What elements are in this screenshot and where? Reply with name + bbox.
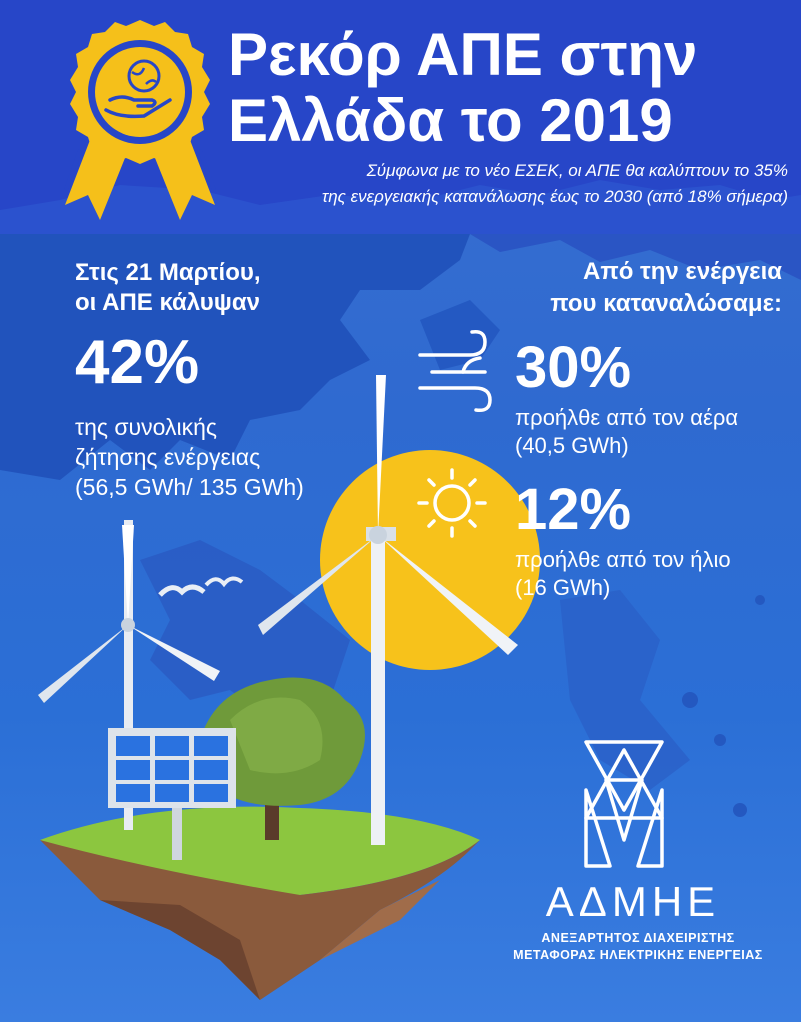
logo-desc-line-1: ΑΝΕΞΑΡΤΗΤΟΣ ΔΙΑΧΕΙΡΙΣΤΗΣ: [541, 931, 735, 945]
consumption-intro: Από την ενέργεια που καταναλώσαμε:: [512, 256, 782, 320]
march-percent: 42%: [75, 328, 200, 397]
logo-name: ΑΔΜΗΕ: [545, 878, 721, 925]
march-intro-line-1: Στις 21 Μαρτίου,: [75, 259, 261, 286]
wind-source: προήλθε από τον αέρα: [515, 405, 739, 430]
consumption-intro-line-1: Από την ενέργεια: [583, 258, 782, 285]
badge-icon: [64, 20, 216, 220]
wind-icon: [418, 329, 492, 413]
wind-stat: 30% προήλθε από τον αέρα (40,5 GWh): [515, 338, 795, 460]
march-intro-line-2: οι ΑΠΕ κάλυψαν: [75, 289, 260, 316]
logo-description: ΑΝΕΞΑΡΤΗΤΟΣ ΔΙΑΧΕΙΡΙΣΤΗΣ ΜΕΤΑΦΟΡΑΣ ΗΛΕΚΤ…: [510, 930, 766, 964]
march-desc-line-3: (56,5 GWh/ 135 GWh): [75, 474, 304, 500]
subtitle-line-1: Σύμφωνα με το νέο ΕΣΕΚ, οι ΑΠΕ θα καλύπτ…: [366, 161, 788, 180]
march-stat-block: Στις 21 Μαρτίου, οι ΑΠΕ κάλυψαν 42% της …: [75, 258, 405, 502]
march-desc: της συνολικής ζήτησης ενέργειας (56,5 GW…: [75, 412, 405, 502]
wind-value: (40,5 GWh): [515, 433, 629, 458]
solar-percent: 12%: [515, 477, 632, 542]
march-desc-line-2: ζήτησης ενέργειας: [75, 444, 261, 470]
title-line-2: Ελλάδα το 2019: [228, 87, 673, 154]
admie-logo-icon: [584, 740, 664, 868]
subtitle-line-2: της ενεργειακής κατανάλωσης έως το 2030 …: [321, 187, 788, 206]
march-desc-line-1: της συνολικής: [75, 414, 217, 440]
solar-value: (16 GWh): [515, 575, 611, 600]
page-title: Ρεκόρ ΑΠΕ στην Ελλάδα το 2019: [228, 22, 788, 154]
wind-percent: 30%: [515, 335, 632, 400]
march-intro: Στις 21 Μαρτίου, οι ΑΠΕ κάλυψαν: [75, 258, 405, 318]
sun-icon: [417, 468, 487, 538]
solar-stat: 12% προήλθε από τον ήλιο (16 GWh): [515, 480, 795, 602]
consumption-intro-line-2: που καταναλώσαμε:: [550, 290, 782, 317]
title-line-1: Ρεκόρ ΑΠΕ στην: [228, 21, 698, 88]
subtitle: Σύμφωνα με το νέο ΕΣΕΚ, οι ΑΠΕ θα καλύπτ…: [240, 158, 788, 210]
logo-desc-line-2: ΜΕΤΑΦΟΡΑΣ ΗΛΕΚΤΡΙΚΗΣ ΕΝΕΡΓΕΙΑΣ: [513, 948, 763, 962]
solar-source: προήλθε από τον ήλιο: [515, 547, 731, 572]
